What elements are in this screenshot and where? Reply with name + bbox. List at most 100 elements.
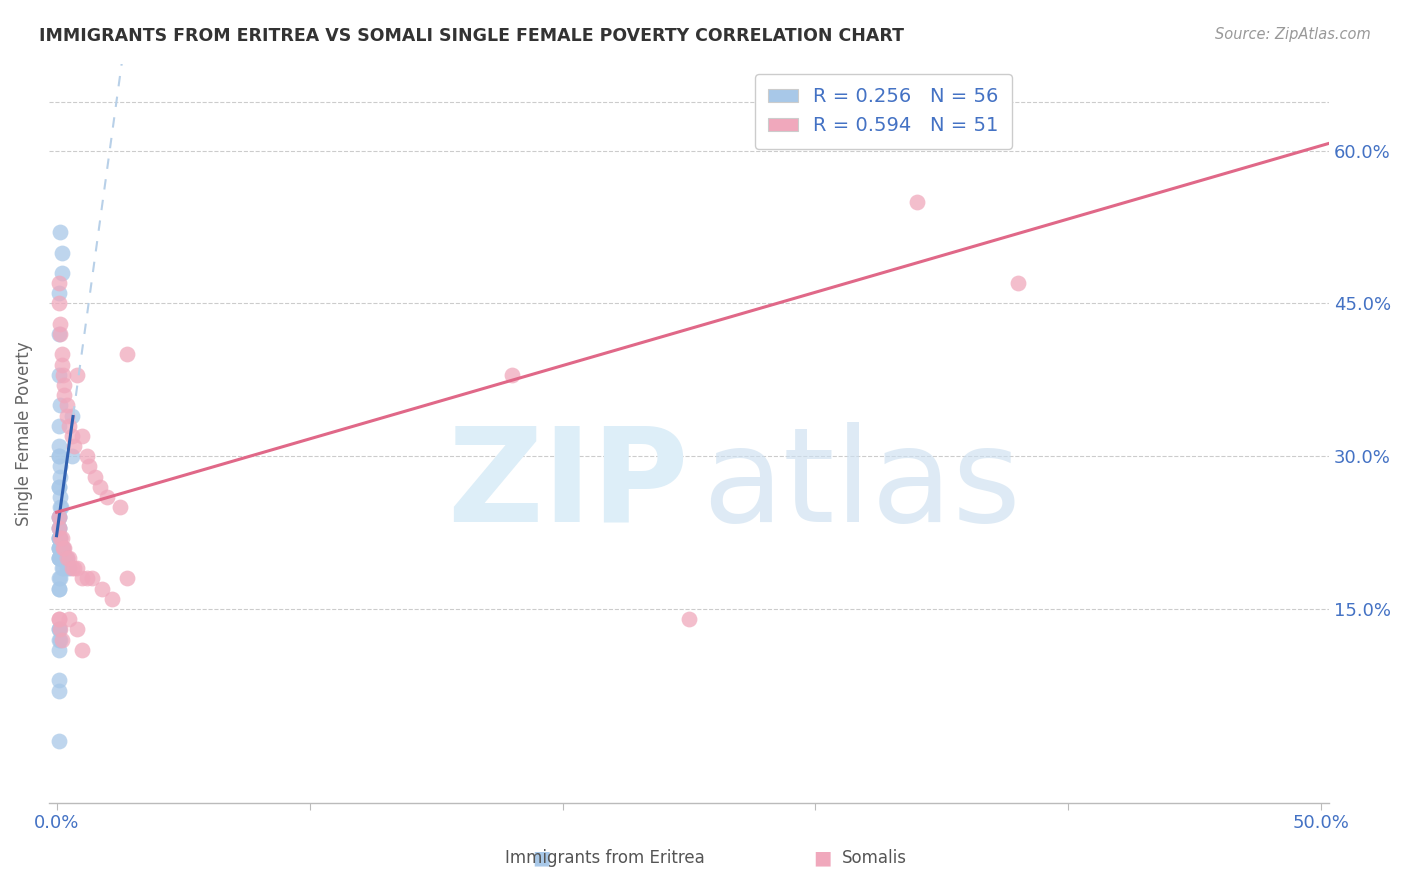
Point bbox=[66, 368, 89, 382]
Text: Source: ZipAtlas.com: Source: ZipAtlas.com bbox=[1215, 27, 1371, 42]
Point bbox=[53, 378, 76, 392]
Point bbox=[66, 623, 89, 637]
Point bbox=[48, 368, 70, 382]
Point bbox=[49, 531, 72, 545]
Point bbox=[52, 541, 75, 555]
Point bbox=[48, 623, 70, 637]
Point bbox=[48, 572, 70, 586]
Point bbox=[51, 541, 73, 555]
Point bbox=[55, 551, 77, 566]
Point bbox=[48, 541, 70, 555]
Point bbox=[48, 449, 70, 463]
Point bbox=[53, 388, 76, 402]
Point bbox=[89, 480, 111, 494]
Point bbox=[58, 551, 80, 566]
Point bbox=[96, 490, 118, 504]
Point bbox=[48, 286, 70, 301]
Point bbox=[63, 561, 86, 575]
Point bbox=[48, 582, 70, 596]
Point bbox=[48, 673, 70, 688]
Point bbox=[70, 429, 93, 443]
Point bbox=[48, 398, 70, 412]
Point bbox=[49, 469, 72, 483]
Point bbox=[55, 409, 77, 423]
Point bbox=[48, 439, 70, 453]
Point bbox=[80, 572, 103, 586]
Point bbox=[48, 632, 70, 647]
Point bbox=[48, 541, 70, 555]
Point bbox=[55, 551, 77, 566]
Point bbox=[51, 358, 73, 372]
Point bbox=[70, 642, 93, 657]
Point bbox=[48, 531, 70, 545]
Point bbox=[48, 623, 70, 637]
Point bbox=[48, 683, 70, 698]
Point bbox=[48, 531, 70, 545]
Point bbox=[48, 510, 70, 524]
Text: ZIP: ZIP bbox=[447, 422, 689, 549]
Point bbox=[49, 551, 72, 566]
Point bbox=[905, 194, 928, 209]
Point bbox=[48, 531, 70, 545]
Point bbox=[51, 347, 73, 361]
Point bbox=[48, 541, 70, 555]
Point bbox=[76, 449, 98, 463]
Point bbox=[56, 561, 79, 575]
Point bbox=[58, 561, 80, 575]
Point bbox=[51, 561, 73, 575]
Point bbox=[48, 418, 70, 433]
Point bbox=[117, 572, 139, 586]
Point bbox=[60, 561, 83, 575]
Legend: R = 0.256   N = 56, R = 0.594   N = 51: R = 0.256 N = 56, R = 0.594 N = 51 bbox=[755, 74, 1012, 149]
Point bbox=[56, 551, 79, 566]
Text: Immigrants from Eritrea: Immigrants from Eritrea bbox=[505, 849, 704, 867]
Point bbox=[48, 734, 70, 748]
Point bbox=[48, 480, 70, 494]
Y-axis label: Single Female Poverty: Single Female Poverty bbox=[15, 341, 32, 525]
Point bbox=[52, 368, 75, 382]
Point bbox=[678, 612, 700, 626]
Point bbox=[49, 500, 72, 515]
Point bbox=[49, 326, 72, 341]
Point bbox=[91, 582, 114, 596]
Point bbox=[70, 572, 93, 586]
Point bbox=[49, 623, 72, 637]
Point bbox=[501, 368, 523, 382]
Point bbox=[108, 500, 131, 515]
Text: ■: ■ bbox=[531, 848, 551, 867]
Point bbox=[101, 591, 124, 606]
Point bbox=[48, 459, 70, 474]
Point bbox=[52, 541, 75, 555]
Text: ■: ■ bbox=[813, 848, 832, 867]
Point bbox=[51, 632, 73, 647]
Point bbox=[51, 266, 73, 280]
Point bbox=[48, 449, 70, 463]
Point bbox=[48, 551, 70, 566]
Point bbox=[53, 541, 76, 555]
Point bbox=[48, 642, 70, 657]
Point bbox=[66, 561, 89, 575]
Text: atlas: atlas bbox=[702, 422, 1021, 549]
Point bbox=[83, 469, 105, 483]
Point bbox=[48, 296, 70, 310]
Point bbox=[49, 317, 72, 331]
Point bbox=[49, 500, 72, 515]
Point bbox=[60, 449, 83, 463]
Point bbox=[58, 612, 80, 626]
Point bbox=[48, 520, 70, 534]
Point bbox=[79, 459, 101, 474]
Text: IMMIGRANTS FROM ERITREA VS SOMALI SINGLE FEMALE POVERTY CORRELATION CHART: IMMIGRANTS FROM ERITREA VS SOMALI SINGLE… bbox=[39, 27, 904, 45]
Point bbox=[48, 531, 70, 545]
Point bbox=[48, 632, 70, 647]
Point bbox=[48, 582, 70, 596]
Point bbox=[49, 225, 72, 239]
Point bbox=[48, 510, 70, 524]
Point bbox=[117, 347, 139, 361]
Point bbox=[48, 520, 70, 534]
Point bbox=[60, 429, 83, 443]
Point bbox=[48, 326, 70, 341]
Point bbox=[51, 245, 73, 260]
Point bbox=[48, 572, 70, 586]
Point bbox=[52, 561, 75, 575]
Point bbox=[55, 398, 77, 412]
